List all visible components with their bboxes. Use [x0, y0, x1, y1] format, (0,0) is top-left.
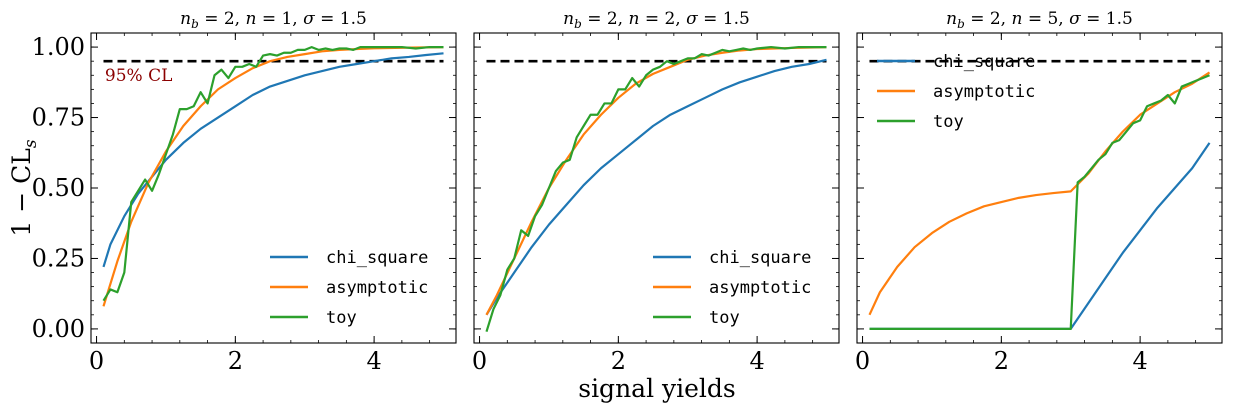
y-axis-label-main: 1 − CL [7, 148, 36, 236]
series-line-chi-square [485, 58, 827, 316]
legend-label: toy [709, 308, 740, 328]
panel-1: nb = 2, n = 1, σ = 1.5 0 2 4 0.00 0.25 0.50 0.7… [32, 9, 457, 375]
legend: chi_square asymptotic toy [653, 248, 811, 328]
x-tick-label: 2 [994, 347, 1009, 375]
series-line-toy [485, 45, 827, 333]
cl-label: 95% CL [105, 66, 173, 86]
legend-label: asymptotic [709, 278, 811, 298]
series-line-toy [102, 45, 444, 302]
legend-label: chi_square [709, 248, 811, 268]
panel-title: nb = 2, n = 1, σ = 1.5 [180, 9, 367, 31]
legend: chi_square asymptotic toy [877, 52, 1035, 132]
y-tick-label: 0.25 [32, 244, 85, 272]
y-tick-label: 0.50 [32, 174, 85, 202]
x-tick-label: 4 [366, 347, 381, 375]
series-line-chi-square [102, 52, 444, 268]
x-tick-label: 2 [611, 347, 626, 375]
legend-label: toy [326, 308, 357, 328]
panel-2: nb = 2, n = 2, σ = 1.5 0 2 4 chi_squareasymp… [472, 9, 840, 375]
panels: nb = 2, n = 1, σ = 1.5 0 2 4 0.00 0.25 0.50 0.7… [32, 9, 1223, 375]
y-tick-label: 1.00 [32, 33, 85, 61]
panel-title: nb = 2, n = 5, σ = 1.5 [946, 9, 1133, 31]
x-tick-label: 0 [855, 347, 870, 375]
legend-label: toy [933, 112, 964, 132]
legend: chi_square asymptotic toy [270, 248, 428, 328]
y-axis-label: 1 − CLs [7, 139, 41, 236]
panel-title: nb = 2, n = 2, σ = 1.5 [563, 9, 750, 31]
series-line-toy [869, 74, 1210, 331]
x-tick-label: 2 [228, 347, 243, 375]
x-tick-label: 4 [749, 347, 764, 375]
x-tick-label: 4 [1132, 347, 1147, 375]
y-tick-label: 0.00 [32, 315, 85, 343]
series-line-asymptotic [485, 45, 827, 316]
x-tick-label: 0 [472, 347, 487, 375]
legend-label: asymptotic [326, 278, 428, 298]
x-axis-label: signal yields [578, 374, 736, 403]
legend-label: asymptotic [933, 82, 1035, 102]
series-line-chi-square [869, 142, 1211, 331]
legend-label: chi_square [326, 248, 428, 268]
x-tick-label: 0 [89, 347, 104, 375]
legend-label: chi_square [933, 52, 1035, 72]
y-axis-label-sub: s [21, 139, 41, 148]
panel-3: nb = 2, n = 5, σ = 1.5 0 2 4 chi_squareasymp… [855, 9, 1223, 375]
series-line-asymptotic [868, 71, 1211, 316]
axes-frame [856, 32, 1223, 344]
y-tick-label: 0.75 [32, 104, 85, 132]
